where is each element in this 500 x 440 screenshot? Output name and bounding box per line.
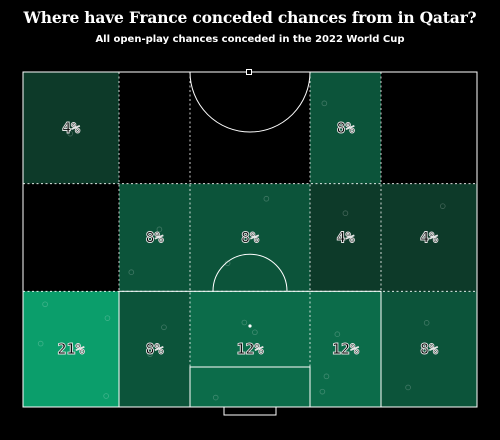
zone-percent-label: 4% (336, 229, 354, 247)
chance-dot (147, 351, 153, 357)
heatmap-cell (381, 291, 477, 407)
chance-dot (161, 324, 167, 331)
zone-percent-label: 4% (62, 119, 80, 137)
chance-dot (212, 394, 219, 401)
heatmap-cell (190, 183, 310, 292)
chance-dots (37, 100, 446, 401)
heatmap-cell (381, 183, 477, 292)
centre-circle (189, 71, 311, 133)
chance-dot (334, 331, 341, 338)
zone-percent-label: 8% (145, 229, 163, 247)
chance-dot (252, 329, 258, 336)
chance-dot (339, 125, 346, 132)
chance-dot (42, 301, 48, 308)
chance-dot (104, 315, 111, 321)
centre-spot-marker (246, 69, 252, 75)
chance-dot (67, 130, 74, 137)
heatmap-cell (190, 291, 310, 407)
heatmap-cell (119, 72, 190, 184)
zone-percent-label: 8% (145, 340, 163, 358)
chance-dot (37, 340, 44, 347)
chart-title: Where have France conceded chances from … (23, 8, 477, 27)
heatmap-cell (119, 291, 190, 407)
zone-percent-label: 8% (241, 229, 259, 247)
chance-dot (323, 373, 330, 380)
zone-percent-label: 12% (332, 340, 359, 358)
chart-subtitle: All open-play chances conceded in the 20… (95, 34, 405, 45)
chance-dot (263, 195, 270, 202)
chance-dot (103, 393, 109, 399)
heatmap-cell (381, 72, 477, 184)
chance-dot (423, 320, 430, 326)
chance-dot (439, 203, 446, 209)
penalty-spot (248, 324, 252, 328)
zone-percent-label: 21% (57, 340, 84, 358)
heatmap-cell (23, 291, 119, 407)
zone-percent-label: 8% (336, 119, 354, 137)
zone-percent-label: 12% (236, 340, 263, 358)
heatmap-cell (310, 183, 381, 292)
heatmap-cell (310, 291, 381, 407)
chance-dot (128, 269, 135, 276)
zone-percent-label: 4% (420, 229, 438, 247)
heatmap-cells (23, 72, 477, 407)
penalty-arc (212, 253, 288, 292)
chance-dot (73, 345, 79, 351)
chance-dot (405, 384, 411, 391)
chance-dot (342, 210, 349, 217)
chance-dot (241, 319, 248, 326)
heatmap-cell (119, 183, 190, 292)
goal (223, 406, 277, 416)
heatmap-cell (23, 72, 119, 184)
chance-dot (156, 226, 163, 233)
heatmap-cell (310, 72, 381, 184)
zone-percent-label: 8% (420, 340, 438, 358)
pitch-markings (22, 69, 478, 416)
heatmap-cell (190, 72, 310, 184)
zone-labels: 4% 8% 8% 8% 4% 4% 21% 8% 12% 12% 8% (57, 118, 438, 358)
chance-dot (321, 100, 328, 107)
chance-dot (319, 388, 326, 395)
heatmap-cell (23, 183, 119, 292)
